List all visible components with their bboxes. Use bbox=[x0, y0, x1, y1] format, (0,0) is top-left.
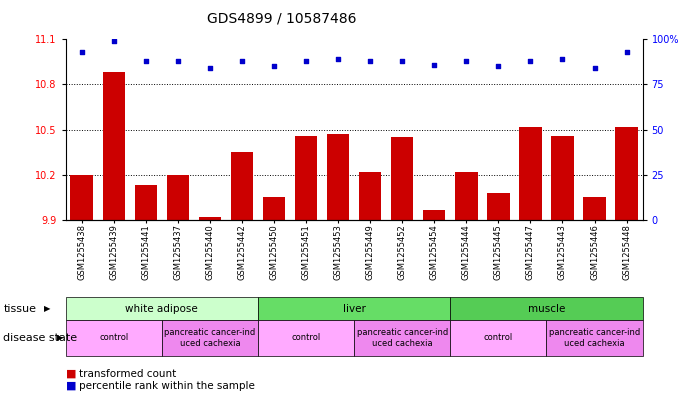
Bar bbox=[70, 175, 93, 220]
Bar bbox=[616, 127, 638, 220]
Bar bbox=[327, 134, 350, 220]
Text: white adipose: white adipose bbox=[126, 303, 198, 314]
Text: percentile rank within the sample: percentile rank within the sample bbox=[79, 381, 256, 391]
Bar bbox=[102, 72, 125, 220]
Bar bbox=[359, 172, 381, 220]
Bar bbox=[423, 209, 446, 220]
Bar bbox=[295, 136, 317, 220]
Text: disease state: disease state bbox=[3, 333, 77, 343]
Point bbox=[140, 58, 151, 64]
Text: muscle: muscle bbox=[528, 303, 565, 314]
Point bbox=[589, 65, 600, 72]
Point bbox=[205, 65, 216, 72]
Point bbox=[493, 63, 504, 70]
Point bbox=[332, 56, 343, 62]
Text: pancreatic cancer-ind
uced cachexia: pancreatic cancer-ind uced cachexia bbox=[549, 328, 640, 348]
Text: transformed count: transformed count bbox=[79, 369, 177, 379]
Text: ▶: ▶ bbox=[44, 304, 50, 313]
Bar bbox=[263, 198, 285, 220]
Point bbox=[428, 61, 439, 68]
Text: control: control bbox=[99, 334, 129, 342]
Point bbox=[76, 49, 87, 55]
Bar bbox=[455, 172, 477, 220]
Point bbox=[269, 63, 280, 70]
Point bbox=[397, 58, 408, 64]
Point bbox=[108, 38, 120, 44]
Point bbox=[301, 58, 312, 64]
Text: GDS4899 / 10587486: GDS4899 / 10587486 bbox=[207, 12, 357, 26]
Text: tissue: tissue bbox=[3, 303, 37, 314]
Bar bbox=[551, 136, 574, 220]
Bar bbox=[231, 152, 253, 220]
Bar bbox=[391, 137, 413, 220]
Bar bbox=[135, 185, 157, 220]
Point bbox=[461, 58, 472, 64]
Point bbox=[236, 58, 247, 64]
Point bbox=[365, 58, 376, 64]
Text: ▶: ▶ bbox=[57, 334, 64, 342]
Point bbox=[557, 56, 568, 62]
Point bbox=[525, 58, 536, 64]
Bar bbox=[199, 217, 221, 220]
Point bbox=[621, 49, 632, 55]
Text: ■: ■ bbox=[66, 381, 76, 391]
Bar bbox=[583, 198, 606, 220]
Bar bbox=[167, 175, 189, 220]
Text: liver: liver bbox=[343, 303, 366, 314]
Text: pancreatic cancer-ind
uced cachexia: pancreatic cancer-ind uced cachexia bbox=[164, 328, 256, 348]
Text: control: control bbox=[292, 334, 321, 342]
Bar bbox=[519, 127, 542, 220]
Text: pancreatic cancer-ind
uced cachexia: pancreatic cancer-ind uced cachexia bbox=[357, 328, 448, 348]
Point bbox=[172, 58, 183, 64]
Text: ■: ■ bbox=[66, 369, 76, 379]
Text: control: control bbox=[484, 334, 513, 342]
Bar bbox=[487, 193, 509, 220]
